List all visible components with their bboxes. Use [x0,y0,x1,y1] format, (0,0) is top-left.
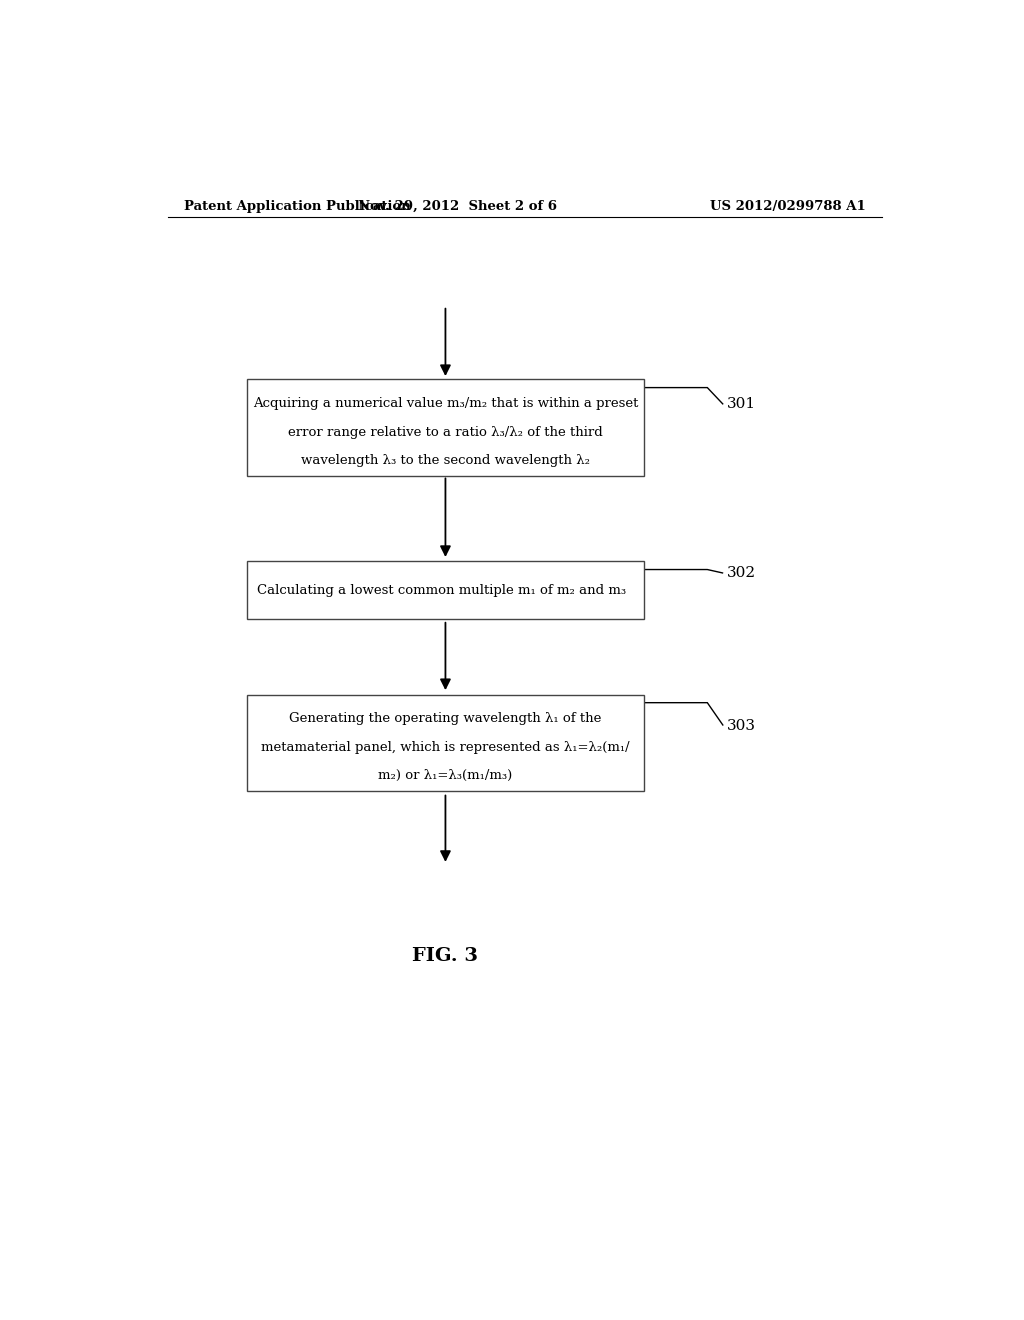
Text: Calculating a lowest common multiple m₁ of m₂ and m₃: Calculating a lowest common multiple m₁ … [257,583,626,597]
FancyBboxPatch shape [247,694,644,791]
Text: error range relative to a ratio λ₃/λ₂ of the third: error range relative to a ratio λ₃/λ₂ of… [288,425,603,438]
Text: 301: 301 [727,397,757,412]
FancyBboxPatch shape [247,379,644,477]
Text: wavelength λ₃ to the second wavelength λ₂: wavelength λ₃ to the second wavelength λ… [301,454,590,467]
Text: 302: 302 [727,566,757,579]
Text: FIG. 3: FIG. 3 [413,948,478,965]
Text: metamaterial panel, which is represented as λ₁=λ₂(m₁/: metamaterial panel, which is represented… [261,741,630,754]
Text: m₂) or λ₁=λ₃(m₁/m₃): m₂) or λ₁=λ₃(m₁/m₃) [378,770,513,781]
Text: 303: 303 [727,718,756,733]
Text: Acquiring a numerical value m₃/m₂ that is within a preset: Acquiring a numerical value m₃/m₂ that i… [253,397,638,411]
FancyBboxPatch shape [247,561,644,619]
Text: Nov. 29, 2012  Sheet 2 of 6: Nov. 29, 2012 Sheet 2 of 6 [357,199,557,213]
Text: Generating the operating wavelength λ₁ of the: Generating the operating wavelength λ₁ o… [289,713,602,725]
Text: Patent Application Publication: Patent Application Publication [183,199,411,213]
Text: US 2012/0299788 A1: US 2012/0299788 A1 [711,199,866,213]
